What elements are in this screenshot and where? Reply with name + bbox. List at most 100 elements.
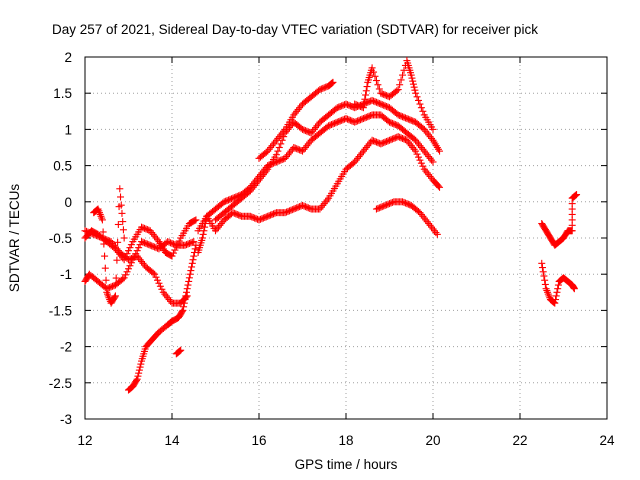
data-point	[142, 225, 150, 233]
data-point	[399, 198, 407, 206]
data-point	[151, 270, 159, 278]
y-tick-label: -2	[60, 340, 72, 355]
data-point	[287, 206, 295, 214]
data-point	[251, 214, 259, 222]
data-point	[410, 135, 418, 143]
data-point	[387, 136, 395, 144]
data-point	[349, 159, 357, 167]
data-point	[411, 86, 419, 94]
data-point	[399, 113, 407, 121]
data-point	[351, 100, 359, 108]
data-point	[328, 79, 336, 87]
data-point	[119, 275, 127, 283]
data-point	[374, 99, 382, 107]
data-point	[434, 182, 442, 190]
data-point	[149, 242, 157, 250]
data-point	[364, 98, 372, 106]
data-point	[220, 198, 228, 206]
data-point	[164, 238, 172, 246]
data-point	[407, 116, 415, 124]
data-point	[408, 74, 416, 82]
data-point	[328, 80, 335, 88]
data-point	[117, 201, 125, 209]
data-point	[275, 144, 283, 151]
data-point	[383, 102, 391, 110]
data-point	[357, 102, 364, 110]
data-point	[342, 115, 350, 123]
data-point	[409, 117, 417, 125]
data-point	[133, 247, 141, 255]
data-point	[188, 259, 196, 267]
data-point	[172, 350, 180, 358]
data-point	[299, 125, 306, 133]
data-point	[553, 288, 561, 296]
data-point	[384, 200, 392, 208]
data-point	[551, 299, 559, 307]
data-point	[223, 197, 231, 205]
data-point	[396, 133, 404, 141]
data-point	[352, 118, 360, 126]
data-point	[268, 210, 276, 218]
data-point	[114, 220, 122, 228]
data-point	[116, 185, 124, 193]
data-point	[168, 239, 176, 247]
data-point	[259, 214, 267, 222]
data-point	[397, 134, 405, 142]
data-point	[399, 71, 407, 79]
data-point	[378, 101, 386, 109]
data-point	[570, 285, 578, 293]
data-point	[278, 156, 286, 164]
data-point	[185, 239, 193, 247]
data-point	[140, 224, 148, 232]
data-point	[184, 281, 192, 289]
data-point	[264, 212, 272, 220]
data-point	[246, 212, 254, 220]
data-point	[380, 202, 388, 210]
data-point	[199, 230, 207, 238]
data-point	[201, 223, 209, 231]
data-point	[335, 118, 343, 126]
data-point	[357, 116, 364, 124]
data-point	[320, 84, 328, 92]
data-point	[132, 376, 140, 384]
data-point	[300, 202, 308, 210]
y-tick-label: 0	[64, 195, 72, 210]
data-point	[397, 76, 405, 84]
data-point	[127, 259, 135, 267]
data-point	[374, 81, 382, 89]
data-point	[140, 239, 148, 247]
data-point	[191, 217, 199, 225]
y-tick-label: 0.5	[53, 159, 72, 174]
y-tick-label: -2.5	[49, 376, 72, 391]
data-point	[235, 211, 243, 219]
data-point	[154, 276, 161, 284]
data-point	[262, 148, 270, 156]
y-tick-label: 1.5	[53, 86, 72, 101]
data-point	[409, 77, 417, 85]
data-point	[361, 95, 369, 103]
data-point	[377, 89, 385, 97]
data-point	[364, 113, 372, 121]
data-point	[378, 203, 386, 211]
data-point	[255, 216, 263, 224]
data-point	[151, 243, 159, 251]
data-point	[335, 103, 343, 111]
data-point	[401, 114, 409, 122]
data-point	[143, 240, 151, 248]
y-tick-label: 1	[64, 122, 72, 137]
data-point	[400, 198, 408, 206]
data-point	[119, 226, 127, 234]
data-point	[143, 226, 151, 234]
data-point	[184, 240, 192, 248]
data-point	[149, 269, 157, 277]
data-point	[375, 85, 383, 93]
data-point	[415, 153, 422, 161]
data-point	[272, 151, 280, 159]
data-point	[188, 263, 196, 271]
data-point	[294, 203, 302, 211]
data-point	[390, 120, 398, 128]
data-point	[134, 372, 142, 380]
data-point	[233, 210, 241, 218]
data-point	[267, 211, 275, 219]
data-point	[172, 243, 180, 251]
